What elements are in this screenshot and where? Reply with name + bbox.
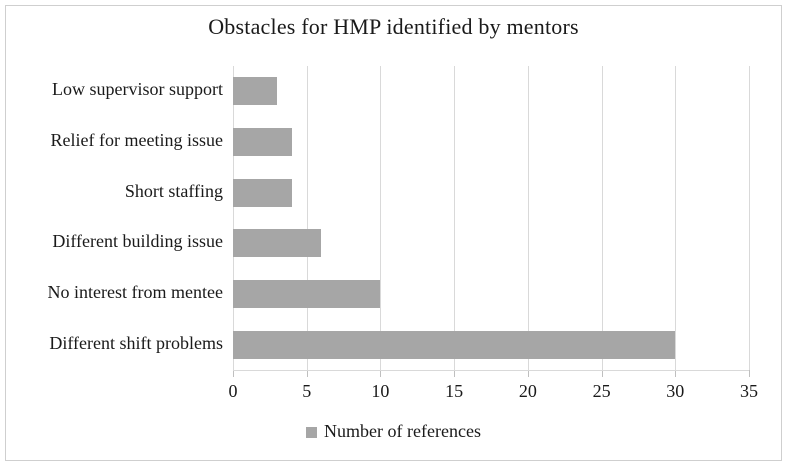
x-axis-tick xyxy=(675,370,677,377)
x-tick-label: 0 xyxy=(228,381,238,401)
gridline xyxy=(675,66,677,370)
category-label: Different shift problems xyxy=(49,332,223,353)
x-tick-label: 35 xyxy=(740,381,758,401)
bar-low-supervisor-support xyxy=(233,77,278,106)
bar-short-staffing xyxy=(233,178,292,207)
gridline xyxy=(380,66,382,370)
category-label: Different building issue xyxy=(52,231,223,252)
x-axis-tick xyxy=(380,370,382,377)
gridline xyxy=(749,66,750,370)
x-axis-line xyxy=(233,370,749,371)
x-axis-tick xyxy=(233,370,234,377)
x-tick-label: 10 xyxy=(371,381,390,401)
x-tick-label: 5 xyxy=(302,381,312,401)
bar-different-shift-problems xyxy=(233,330,676,359)
x-tick-label: 20 xyxy=(518,381,537,401)
x-tick-label: 30 xyxy=(666,381,685,401)
bar-different-building-issue xyxy=(233,229,322,258)
x-axis-tick xyxy=(527,370,529,377)
gridline xyxy=(306,66,308,370)
legend: Number of references xyxy=(0,421,787,442)
category-label: Relief for meeting issue xyxy=(50,130,223,150)
category-label: Low supervisor support xyxy=(52,79,223,100)
bar-no-interest-from-mentee xyxy=(233,280,381,308)
gridline xyxy=(527,66,529,370)
x-axis-tick xyxy=(306,370,308,377)
gridline xyxy=(601,66,603,370)
legend-swatch-icon xyxy=(306,427,318,438)
x-axis-tick xyxy=(454,370,456,377)
x-axis-tick xyxy=(601,370,603,377)
x-axis-tick xyxy=(749,370,750,377)
x-tick-label: 15 xyxy=(445,381,464,401)
gridline xyxy=(233,66,234,370)
legend-label: Number of references xyxy=(324,421,481,441)
category-label: Short staffing xyxy=(124,180,223,201)
bar-relief-for-meeting-issue xyxy=(233,128,292,156)
category-label: No interest from mentee xyxy=(47,282,223,302)
chart-title: Obstacles for HMP identified by mentors xyxy=(208,14,579,39)
gridline xyxy=(454,66,456,370)
x-tick-label: 25 xyxy=(592,381,611,401)
